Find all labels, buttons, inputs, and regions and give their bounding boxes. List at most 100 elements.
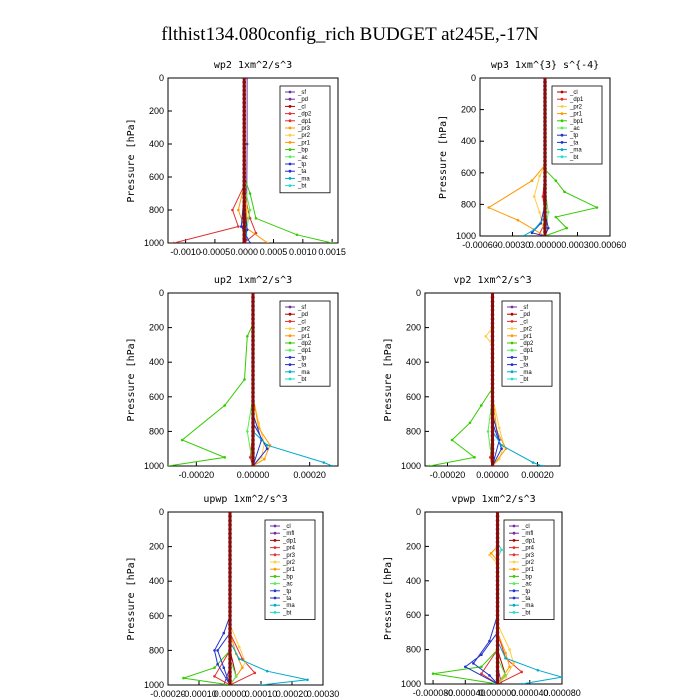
x-tick-label: 0.0005 xyxy=(260,247,288,257)
center-profile-point xyxy=(228,588,232,592)
center-profile-point xyxy=(495,527,500,531)
x-tick-label: -0.00010 xyxy=(181,689,217,699)
series-point xyxy=(213,649,216,652)
center-profile-point xyxy=(490,347,495,352)
y-tick-label: 600 xyxy=(149,392,164,402)
center-profile-point xyxy=(242,100,247,105)
legend-marker xyxy=(288,155,292,159)
center-profile-point xyxy=(251,356,255,360)
center-profile-point xyxy=(543,127,547,132)
plot-frame xyxy=(167,511,324,686)
center-profile-point xyxy=(495,536,500,540)
legend-marker xyxy=(273,603,277,607)
legend-marker xyxy=(288,341,292,345)
legend-marker xyxy=(512,546,516,549)
series-point xyxy=(231,208,234,212)
center-profile-point xyxy=(228,583,232,588)
series-point xyxy=(560,675,562,679)
x-tick-label: -0.00020 xyxy=(150,689,186,699)
center-profile-point xyxy=(242,195,247,200)
center-profile-point xyxy=(228,648,232,653)
legend-label: _pr3 xyxy=(521,553,535,559)
series-point xyxy=(245,78,249,80)
x-tick-label: 0.00000 xyxy=(529,240,562,250)
center-profile-point xyxy=(251,364,255,369)
y-tick-label: 1000 xyxy=(144,680,164,690)
center-profile-point xyxy=(251,451,255,455)
center-profile-point xyxy=(543,202,547,207)
legend-marker xyxy=(288,90,292,94)
legend-label: _pr1 xyxy=(569,112,583,118)
y-tick-label: 0 xyxy=(159,288,164,298)
center-profile-point xyxy=(490,330,495,334)
series-point xyxy=(530,179,534,182)
center-profile-point xyxy=(242,105,247,109)
y-tick-label: 400 xyxy=(149,139,164,149)
legend-marker xyxy=(512,596,516,600)
legend-marker xyxy=(512,582,516,585)
center-profile-point xyxy=(228,622,232,627)
center-profile-point xyxy=(543,214,547,219)
center-profile-point xyxy=(242,237,247,241)
legend-marker xyxy=(273,553,277,557)
series-point xyxy=(480,672,483,675)
legend-marker xyxy=(510,334,514,338)
legend-box xyxy=(503,519,555,620)
center-profile-point xyxy=(228,652,232,657)
y-tick-label: 400 xyxy=(406,576,421,586)
series-point xyxy=(520,682,524,684)
legend-label: _cl xyxy=(519,319,528,325)
center-profile-point xyxy=(228,512,232,514)
legend-label: _pr1 xyxy=(521,567,535,573)
legend-label: _ta xyxy=(521,596,531,602)
y-tick-label: 200 xyxy=(406,541,421,551)
series-point xyxy=(431,672,435,675)
center-profile-point xyxy=(495,673,500,678)
x-tick-label: 0.00000 xyxy=(476,470,509,480)
series-point xyxy=(322,461,326,464)
legend-marker xyxy=(560,112,564,115)
x-tick-label: -0.0010 xyxy=(170,247,201,257)
legend-label: _dp1 xyxy=(521,538,536,544)
center-profile-point xyxy=(251,334,255,339)
center-profile-point xyxy=(543,131,547,136)
legend-label: _dp2 xyxy=(297,112,312,118)
center-profile-point xyxy=(543,80,547,84)
center-profile-point xyxy=(242,208,247,212)
center-profile-point xyxy=(228,518,232,523)
center-profile-point xyxy=(490,321,495,326)
legend-marker xyxy=(510,363,514,366)
center-profile-point xyxy=(242,154,247,159)
center-profile-point xyxy=(228,670,232,674)
center-profile-point xyxy=(251,330,255,334)
legend-label: _pr1 xyxy=(297,334,311,340)
legend-marker xyxy=(560,126,564,130)
series-point xyxy=(484,334,488,338)
legend-marker xyxy=(512,524,516,528)
center-profile-point xyxy=(251,395,255,399)
center-profile-point xyxy=(228,665,232,670)
center-profile-point xyxy=(228,601,232,605)
center-profile-point xyxy=(242,121,247,126)
center-profile-point xyxy=(490,334,495,339)
legend-label: _sf xyxy=(297,305,306,311)
series-point xyxy=(223,456,226,459)
legend-label: _ac xyxy=(521,582,532,588)
legend-marker xyxy=(512,539,516,542)
series-point xyxy=(500,682,503,684)
y-tick-label: 600 xyxy=(406,610,421,620)
y-tick-label: 0 xyxy=(159,507,164,517)
legend-marker xyxy=(510,370,514,374)
x-tick-label: 0.0015 xyxy=(318,247,346,257)
x-tick-label: 0.000080 xyxy=(543,688,581,698)
center-profile-point xyxy=(251,343,255,347)
y-tick-label: 800 xyxy=(406,426,421,436)
x-tick-label: 0.000000 xyxy=(479,688,517,698)
center-profile-point xyxy=(228,527,232,532)
legend-marker xyxy=(288,305,292,309)
y-axis-label: Pressure [hPa] xyxy=(126,556,137,640)
legend-marker xyxy=(510,305,514,309)
center-profile-point xyxy=(543,107,547,112)
center-profile-point xyxy=(495,617,500,622)
legend-label: _sf xyxy=(519,305,528,311)
